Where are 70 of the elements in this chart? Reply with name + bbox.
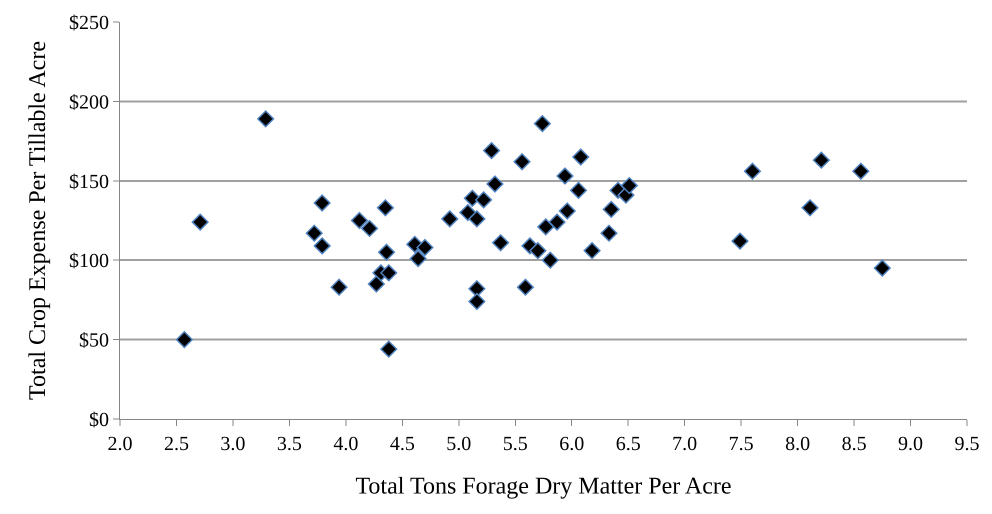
x-tick-label: 3.5 <box>276 433 302 455</box>
point <box>801 199 819 216</box>
point <box>483 142 500 160</box>
point <box>852 162 870 180</box>
point <box>314 237 331 254</box>
point <box>513 153 531 170</box>
x-tick-label: 7.0 <box>672 433 698 455</box>
point <box>306 224 323 242</box>
point <box>486 175 504 193</box>
point <box>556 167 574 185</box>
point <box>529 242 546 260</box>
x-tick-label: 8.0 <box>785 433 810 455</box>
y-tick-label: $50 <box>79 330 109 352</box>
point <box>416 238 434 256</box>
point <box>314 194 331 212</box>
point <box>368 275 385 293</box>
x-tick-label: 8.5 <box>842 433 867 455</box>
point <box>380 264 398 282</box>
point <box>570 182 588 199</box>
point <box>744 162 761 180</box>
point <box>534 115 551 132</box>
point <box>192 214 209 231</box>
x-tick-label: 4.5 <box>390 433 415 455</box>
y-tick-label: $200 <box>69 91 109 114</box>
point <box>468 292 486 310</box>
point <box>330 278 348 296</box>
point <box>410 250 427 268</box>
point <box>874 260 891 277</box>
x-tick-label: 5.0 <box>446 433 472 455</box>
point <box>378 244 396 261</box>
point <box>542 252 559 269</box>
point <box>620 177 638 194</box>
x-tick-label: 2.5 <box>164 433 189 455</box>
point <box>558 202 576 220</box>
point <box>475 191 492 208</box>
y-tick-label: $100 <box>69 250 109 272</box>
y-tick-label: $150 <box>69 170 109 193</box>
x-axis-title: Total Tons Forage Dry Matter Per Acre <box>355 473 732 500</box>
point <box>516 278 534 296</box>
point <box>572 148 590 166</box>
point <box>600 224 618 242</box>
point <box>584 242 601 260</box>
point <box>176 331 193 348</box>
x-tick-label: 4.0 <box>333 433 358 455</box>
point <box>361 220 378 237</box>
y-tick-label: $250 <box>69 12 109 34</box>
point <box>380 340 398 358</box>
point <box>468 210 486 228</box>
point <box>602 200 620 218</box>
point <box>257 110 274 128</box>
y-tick-label: $0 <box>89 409 109 431</box>
point <box>468 280 486 298</box>
point <box>812 152 830 169</box>
x-tick-label: 7.5 <box>728 433 754 455</box>
point <box>731 232 749 250</box>
x-tick-label: 9.5 <box>954 433 980 455</box>
point <box>441 210 458 228</box>
x-tick-label: 6.0 <box>559 433 584 455</box>
x-tick-label: 3.0 <box>220 433 246 455</box>
y-axis-title: Total Crop Expense Per Tillable Acre <box>25 41 52 400</box>
x-tick-label: 2.0 <box>108 433 132 455</box>
point <box>492 234 510 252</box>
point <box>350 212 368 230</box>
point <box>537 218 554 236</box>
point <box>376 199 394 216</box>
x-tick-label: 9.0 <box>898 433 924 455</box>
point <box>459 204 476 222</box>
point <box>548 214 566 231</box>
x-tick-label: 5.5 <box>502 433 528 455</box>
x-tick-label: 6.5 <box>616 433 641 455</box>
